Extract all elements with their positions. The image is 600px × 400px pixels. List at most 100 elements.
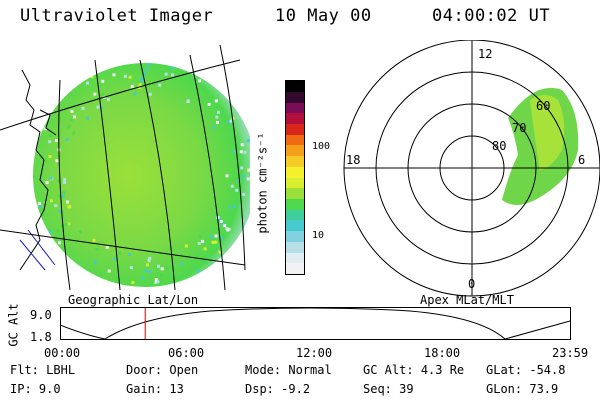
orbit-xtick-0: 00:00 [44, 346, 81, 360]
orbit-ylabel: GC Alt [6, 303, 21, 347]
glon-label: GLon: [486, 382, 523, 396]
noise-speck [232, 149, 236, 153]
noise-speck [242, 175, 246, 179]
noise-speck [79, 268, 83, 272]
noise-speck [144, 269, 148, 273]
noise-speck [246, 177, 250, 181]
noise-speck [230, 101, 234, 105]
noise-speck [57, 179, 61, 183]
noise-speck [54, 204, 58, 208]
noise-speck [128, 253, 132, 257]
colorbar-segment [286, 177, 304, 189]
colorbar-unit-label: photon cm⁻²s⁻¹ [255, 132, 270, 234]
noise-speck [94, 260, 97, 264]
noise-speck [95, 247, 99, 251]
noise-speck [228, 206, 232, 210]
ip-label: IP: [10, 382, 32, 396]
noise-speck [138, 83, 142, 87]
coastline-blue [19, 229, 56, 271]
noise-speck [201, 239, 204, 243]
noise-speck [68, 205, 72, 209]
door-value: Open [169, 363, 199, 377]
noise-speck [147, 63, 151, 66]
noise-speck [85, 116, 89, 120]
instrument-title: Ultraviolet Imager [20, 6, 214, 26]
noise-speck [223, 224, 227, 228]
noise-speck [63, 181, 66, 184]
noise-speck [158, 83, 162, 87]
status-gain: Gain: 13 [126, 382, 184, 396]
noise-speck [62, 191, 66, 195]
noise-speck [107, 269, 111, 273]
mode-label: Mode: [245, 363, 282, 377]
colorbar [285, 80, 305, 275]
noise-speck [186, 99, 190, 103]
dsp-value: -9.2 [281, 382, 311, 396]
coastline-island [39, 109, 57, 136]
noise-speck [151, 280, 155, 284]
orbit-xtick-3: 18:00 [424, 346, 461, 360]
noise-speck [139, 79, 143, 83]
colorbar-segment [286, 166, 304, 178]
mode-value: Normal [288, 363, 332, 377]
noise-speck [101, 79, 105, 83]
colorbar-segment [286, 123, 304, 135]
noise-speck [180, 262, 184, 266]
noise-speck [69, 118, 73, 122]
noise-speck [33, 175, 37, 179]
noise-speck [205, 269, 209, 273]
noise-speck [96, 105, 100, 109]
noise-speck [196, 269, 200, 273]
noise-speck [214, 234, 218, 238]
noise-speck [56, 229, 60, 233]
noise-speck [218, 250, 222, 254]
colorbar-segment [286, 81, 304, 92]
colorbar-segment [286, 102, 304, 114]
noise-speck [67, 125, 71, 129]
noise-speck [233, 204, 237, 208]
noise-speck [72, 131, 76, 135]
noise-speck [145, 67, 149, 71]
noise-speck [130, 84, 134, 88]
noise-speck [243, 228, 247, 232]
colorbar-segment [286, 231, 304, 242]
noise-speck [48, 140, 52, 144]
noise-speck [219, 236, 223, 240]
noise-speck [65, 138, 69, 141]
noise-speck [157, 264, 160, 268]
noise-speck [38, 205, 42, 208]
noise-speck [210, 235, 214, 239]
noise-speck [81, 107, 85, 110]
noise-speck [148, 92, 152, 96]
noise-speck [242, 192, 246, 196]
noise-speck [235, 188, 239, 192]
flt-label: Flt: [10, 363, 39, 377]
noise-speck [156, 280, 160, 284]
noise-speck [106, 98, 110, 101]
glat-label: GLat: [486, 363, 523, 377]
seq-label: Seq: [363, 382, 392, 396]
noise-speck [147, 259, 151, 263]
noise-speck [54, 139, 58, 142]
noise-speck [112, 73, 116, 77]
noise-speck [230, 184, 234, 188]
noise-speck [198, 234, 202, 238]
noise-speck [64, 223, 68, 226]
noise-speck [50, 199, 53, 203]
noise-speck [229, 119, 233, 123]
noise-speck [38, 202, 42, 206]
colorbar-segment [286, 134, 304, 146]
gcalt-value: 4.3 Re [420, 363, 465, 377]
noise-speck [48, 134, 52, 138]
noise-speck [101, 93, 105, 97]
mlt-12-label: 12 [478, 47, 492, 61]
noise-speck [70, 109, 74, 113]
lat-80-label: 80 [492, 139, 506, 153]
status-door: Door: Open [126, 363, 198, 377]
noise-speck [141, 276, 145, 280]
noise-speck [214, 99, 218, 103]
noise-speck [131, 281, 135, 284]
colorbar-segment [286, 188, 304, 199]
noise-speck [43, 127, 47, 131]
noise-speck [148, 270, 152, 274]
